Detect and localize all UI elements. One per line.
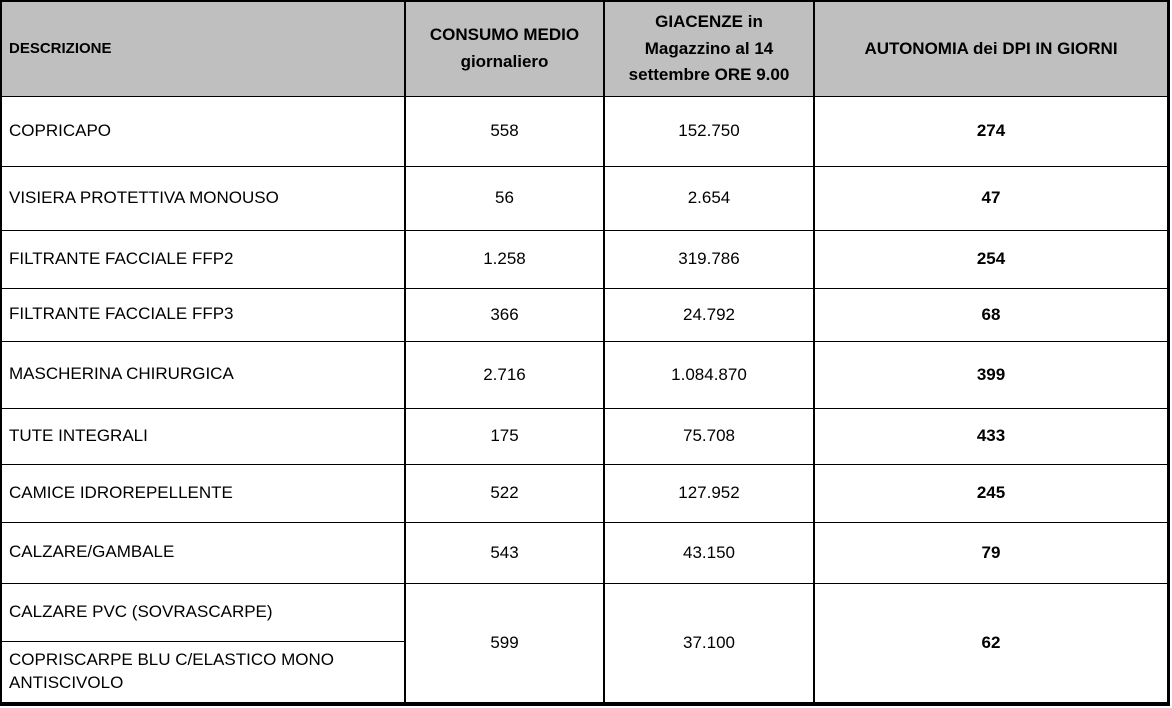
header-consumo-medio: CONSUMO MEDIO giornaliero xyxy=(404,0,605,97)
giacenze-cell: 2.654 xyxy=(603,165,815,231)
table-row: FILTRANTE FACCIALE FFP2 1.258 319.786 25… xyxy=(0,229,1170,289)
table-row: FILTRANTE FACCIALE FFP3 366 24.792 68 xyxy=(0,287,1170,342)
consumo-cell: 2.716 xyxy=(404,340,605,409)
description-cell: MASCHERINA CHIRURGICA xyxy=(0,340,406,409)
consumo-cell: 558 xyxy=(404,95,605,167)
giacenze-cell-merged: 37.100 xyxy=(603,582,815,705)
giacenze-cell: 152.750 xyxy=(603,95,815,167)
giacenze-cell: 319.786 xyxy=(603,229,815,289)
autonomia-cell: 68 xyxy=(813,287,1170,342)
autonomia-cell: 245 xyxy=(813,463,1170,523)
table-row: MASCHERINA CHIRURGICA 2.716 1.084.870 39… xyxy=(0,340,1170,409)
giacenze-cell: 75.708 xyxy=(603,407,815,465)
consumo-cell: 1.258 xyxy=(404,229,605,289)
description-cell: COPRISCARPE BLU C/ELASTICO MONO ANTISCIV… xyxy=(0,640,406,705)
description-cell: COPRICAPO xyxy=(0,95,406,167)
description-cell: CAMICE IDROREPELLENTE xyxy=(0,463,406,523)
giacenze-cell: 127.952 xyxy=(603,463,815,523)
autonomia-cell: 254 xyxy=(813,229,1170,289)
description-cell: CALZARE PVC (SOVRASCARPE) xyxy=(0,582,406,642)
description-cell: VISIERA PROTETTIVA MONOUSO xyxy=(0,165,406,231)
header-descrizione: DESCRIZIONE xyxy=(0,0,406,97)
table-row: COPRICAPO 558 152.750 274 xyxy=(0,95,1170,167)
header-autonomia: AUTONOMIA dei DPI IN GIORNI xyxy=(813,0,1170,97)
table-row: TUTE INTEGRALI 175 75.708 433 xyxy=(0,407,1170,465)
header-giacenze: GIACENZE in Magazzino al 14 settembre OR… xyxy=(603,0,815,97)
consumo-cell-merged: 599 xyxy=(404,582,605,705)
description-cell: FILTRANTE FACCIALE FFP3 xyxy=(0,287,406,342)
autonomia-cell: 47 xyxy=(813,165,1170,231)
header-row: DESCRIZIONE CONSUMO MEDIO giornaliero GI… xyxy=(0,0,1170,97)
giacenze-cell: 24.792 xyxy=(603,287,815,342)
description-cell: FILTRANTE FACCIALE FFP2 xyxy=(0,229,406,289)
autonomia-cell: 79 xyxy=(813,521,1170,584)
autonomia-cell: 433 xyxy=(813,407,1170,465)
consumo-cell: 175 xyxy=(404,407,605,465)
table-row-merged-bottom: COPRISCARPE BLU C/ELASTICO MONO ANTISCIV… xyxy=(0,640,1169,705)
table-header: DESCRIZIONE CONSUMO MEDIO giornaliero GI… xyxy=(0,0,1170,97)
description-cell: CALZARE/GAMBALE xyxy=(0,521,406,584)
table-body: COPRICAPO 558 152.750 274 VISIERA PROTET… xyxy=(0,95,1170,705)
table-row-merged-top: CALZARE PVC (SOVRASCARPE) 599 37.100 62 xyxy=(0,582,1170,705)
consumo-cell: 366 xyxy=(404,287,605,342)
autonomia-cell: 274 xyxy=(813,95,1170,167)
autonomia-cell: 399 xyxy=(813,340,1170,409)
table-row: CALZARE/GAMBALE 543 43.150 79 xyxy=(0,521,1170,584)
table-row: VISIERA PROTETTIVA MONOUSO 56 2.654 47 xyxy=(0,165,1170,231)
consumo-cell: 543 xyxy=(404,521,605,584)
table-row: CAMICE IDROREPELLENTE 522 127.952 245 xyxy=(0,463,1170,523)
consumo-cell: 522 xyxy=(404,463,605,523)
description-cell: TUTE INTEGRALI xyxy=(0,407,406,465)
consumo-cell: 56 xyxy=(404,165,605,231)
giacenze-cell: 43.150 xyxy=(603,521,815,584)
autonomia-cell-merged: 62 xyxy=(813,582,1170,705)
giacenze-cell: 1.084.870 xyxy=(603,340,815,409)
